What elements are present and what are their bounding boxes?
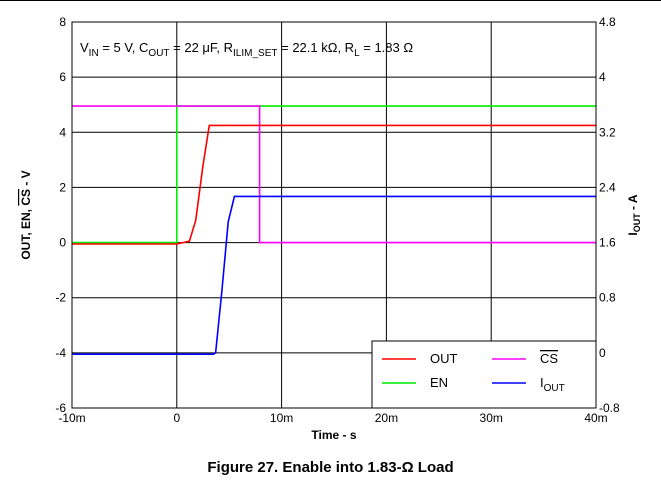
y-right-axis-title: IOUT - A <box>626 194 642 236</box>
y-right-tick-labels: -0.8 0 0.8 1.6 2.4 3.2 4 4.8 <box>599 15 620 415</box>
legend-label-cs: CS <box>540 351 558 366</box>
y-left-tick-label: 0 <box>59 236 66 250</box>
x-tick-label: 30m <box>480 411 503 425</box>
x-tick-label: 10m <box>270 411 293 425</box>
y-left-tick-label: 2 <box>59 180 66 194</box>
x-axis-title: Time - s <box>311 428 356 442</box>
y-left-tick-label: -4 <box>55 346 66 360</box>
y-left-tick-label: -2 <box>55 291 66 305</box>
y-right-tick-label: 1.6 <box>599 236 616 250</box>
y-left-tick-label: 6 <box>59 70 66 84</box>
y-right-tick-label: -0.8 <box>599 401 620 415</box>
x-tick-label: 20m <box>375 411 398 425</box>
y-right-tick-label: 0.8 <box>599 291 616 305</box>
x-tick-labels: -10m 0 10m 20m 30m 40m <box>58 411 607 425</box>
y-right-tick-label: 0 <box>599 346 606 360</box>
y-left-axis-title: OUT, EN, CS - V <box>19 170 33 259</box>
legend-label-out: OUT <box>430 351 458 366</box>
y-right-tick-label: 4 <box>599 70 606 84</box>
y-right-tick-label: 3.2 <box>599 125 616 139</box>
legend-label-en: EN <box>430 375 448 390</box>
x-tick-label: 0 <box>173 411 180 425</box>
y-right-tick-label: 4.8 <box>599 15 616 29</box>
legend-box <box>372 341 596 408</box>
y-left-tick-label: 8 <box>59 15 66 29</box>
figure-caption: Figure 27. Enable into 1.83-Ω Load <box>0 459 661 476</box>
y-left-tick-label: 4 <box>59 125 66 139</box>
y-left-tick-labels: -6 -4 -2 0 2 4 6 8 <box>55 15 66 415</box>
y-left-tick-label: -6 <box>55 401 66 415</box>
y-right-tick-label: 2.4 <box>599 180 616 194</box>
